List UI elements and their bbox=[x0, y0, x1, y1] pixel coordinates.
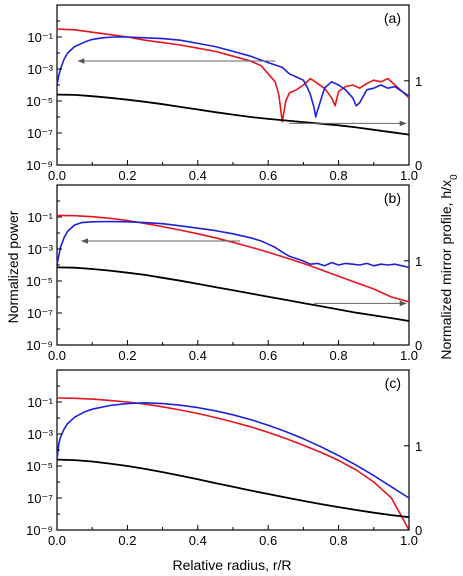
y-axis-title-right: Normalized mirror profile, h/x0 bbox=[438, 174, 460, 360]
y-tick-label-left: 10⁻⁷ bbox=[27, 491, 53, 506]
y-tick-label-right: 0 bbox=[415, 338, 422, 353]
y-tick-label-left: 10⁻⁹ bbox=[26, 338, 53, 353]
y-tick-label-left: 10⁻⁷ bbox=[27, 126, 53, 141]
y-tick-label-left: 10⁻¹ bbox=[27, 30, 53, 45]
x-tick-label: 0.2 bbox=[118, 168, 136, 183]
y-tick-label-left: 10⁻⁵ bbox=[26, 94, 53, 109]
x-tick-label: 0.4 bbox=[189, 168, 207, 183]
x-tick-label: 1.0 bbox=[400, 168, 418, 183]
series-line-red bbox=[56, 397, 410, 531]
series-line-blue bbox=[56, 220, 410, 269]
panel-0: 0.0 0.2 0.4 0.6 0.8 1.0 10⁻⁹ 10⁻⁷ 10⁻⁵ 10⁻³ 10⁻¹ 0 1… bbox=[26, 4, 422, 183]
series-line-blue bbox=[56, 401, 410, 499]
x-tick-label: 0.0 bbox=[48, 168, 66, 183]
x-tick-label: 0.8 bbox=[330, 533, 348, 548]
panel-label: (c) bbox=[385, 375, 401, 391]
y-tick-label-left: 10⁻⁹ bbox=[26, 158, 53, 173]
y-tick-label-left: 10⁻⁹ bbox=[26, 523, 53, 538]
y-tick-label-right: 1 bbox=[415, 74, 422, 89]
y-tick-label-left: 10⁻⁷ bbox=[27, 306, 53, 321]
x-tick-label: 0.6 bbox=[259, 533, 277, 548]
plot-frame bbox=[56, 369, 410, 531]
x-tick-label: 1.0 bbox=[400, 348, 418, 363]
y-tick-label-left: 10⁻³ bbox=[27, 427, 53, 442]
panel-2: 0.0 0.2 0.4 0.6 0.8 1.0 10⁻⁹ 10⁻⁷ 10⁻⁵ 10⁻³ 10⁻¹ 0 1… bbox=[26, 369, 422, 548]
series-line-black bbox=[56, 93, 410, 136]
y-axis-title-left: Normalized power bbox=[5, 210, 21, 323]
series-line-black bbox=[56, 458, 410, 519]
y-tick-label-left: 10⁻³ bbox=[27, 242, 53, 257]
y-tick-label-left: 10⁻³ bbox=[27, 62, 53, 77]
x-tick-label: 1.0 bbox=[400, 533, 418, 548]
x-tick-label: 0.2 bbox=[118, 533, 136, 548]
x-tick-label: 0.2 bbox=[118, 348, 136, 363]
x-tick-label: 0.0 bbox=[48, 348, 66, 363]
plot-frame bbox=[56, 4, 410, 166]
x-tick-label: 0.4 bbox=[189, 348, 207, 363]
y-tick-label-right: 1 bbox=[415, 254, 422, 269]
y-tick-label-right: 0 bbox=[415, 158, 422, 173]
series-line-red bbox=[56, 214, 410, 303]
y-tick-label-right: 1 bbox=[415, 439, 422, 454]
x-tick-label: 0.4 bbox=[189, 533, 207, 548]
y-tick-label-right: 0 bbox=[415, 523, 422, 538]
y-tick-label-left: 10⁻⁵ bbox=[26, 459, 53, 474]
panel-label: (b) bbox=[384, 190, 401, 206]
series-line-blue bbox=[56, 36, 410, 118]
y-axis-title-right-subscript: 0 bbox=[449, 174, 460, 180]
y-tick-label-left: 10⁻¹ bbox=[27, 395, 53, 410]
panel-label: (a) bbox=[384, 10, 401, 26]
panel-1: 0.0 0.2 0.4 0.6 0.8 1.0 10⁻⁹ 10⁻⁷ 10⁻⁵ 10⁻³ 10⁻¹ 0 1… bbox=[26, 184, 422, 363]
y-tick-label-left: 10⁻¹ bbox=[27, 210, 53, 225]
y-tick-label-left: 10⁻⁵ bbox=[26, 274, 53, 289]
x-tick-label: 0.0 bbox=[48, 533, 66, 548]
y-axis-title-right-main: Normalized mirror profile, h/x bbox=[438, 180, 454, 360]
series-line-black bbox=[56, 266, 410, 322]
x-tick-label: 0.6 bbox=[259, 168, 277, 183]
series-line-red bbox=[56, 28, 410, 123]
x-tick-label: 0.8 bbox=[330, 348, 348, 363]
x-tick-label: 0.6 bbox=[259, 348, 277, 363]
x-tick-label: 0.8 bbox=[330, 168, 348, 183]
x-axis-title: Relative radius, r/R bbox=[172, 557, 291, 573]
